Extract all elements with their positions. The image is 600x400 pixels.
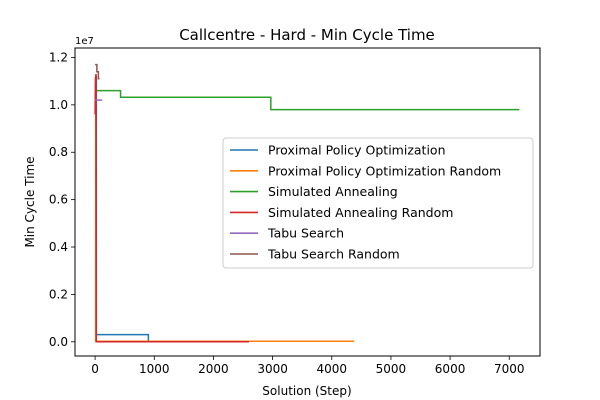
y-tick-label: 0.0 — [49, 335, 68, 349]
x-tick-label: 1000 — [139, 362, 170, 376]
y-tick-label: 0.6 — [49, 193, 68, 207]
series-line-simulated-annealing-random — [94, 73, 249, 343]
y-axis: 0.0 0.2 0.4 0.6 0.8 1.0 1.2 — [49, 50, 75, 349]
x-tick-label: 0 — [91, 362, 99, 376]
series-line-simulated-annealing — [95, 89, 520, 111]
legend-label-simulated-annealing-random: Simulated Annealing Random — [268, 205, 453, 220]
x-tick-label: 7000 — [494, 362, 525, 376]
legend-label-tabu-search: Tabu Search — [267, 226, 344, 241]
y-tick-label: 0.2 — [49, 287, 68, 301]
legend-label-proximal-policy-optimization-random: Proximal Policy Optimization Random — [268, 163, 501, 178]
x-tick-label: 3000 — [257, 362, 288, 376]
y-offset-label: 1e7 — [75, 36, 94, 47]
y-axis-label: Min Cycle Time — [23, 156, 37, 247]
plot-frame — [74, 47, 541, 357]
legend-label-simulated-annealing: Simulated Annealing — [268, 184, 398, 199]
series-line-tabu-search-random — [95, 63, 100, 80]
x-tick-label: 2000 — [198, 362, 229, 376]
x-tick-label: 4000 — [316, 362, 347, 376]
legend: Proximal Policy Optimization Proximal Pol… — [222, 137, 534, 269]
legend-box — [222, 137, 534, 269]
plot-lines — [94, 63, 520, 343]
y-tick-label: 0.8 — [49, 145, 68, 159]
y-tick-label: 1.2 — [49, 50, 68, 64]
y-tick-label: 0.4 — [49, 240, 68, 254]
series-line-proximal-policy-optimization — [95, 75, 150, 343]
y-tick-label: 1.0 — [49, 98, 68, 112]
x-tick-label: 5000 — [376, 362, 407, 376]
x-axis: 0 1000 2000 3000 4000 5000 6000 7000 — [91, 356, 525, 376]
x-axis-label: Solution (Step) — [262, 384, 351, 398]
legend-label-tabu-search-random: Tabu Search Random — [267, 247, 400, 262]
legend-label-proximal-policy-optimization: Proximal Policy Optimization — [268, 143, 446, 158]
x-tick-label: 6000 — [435, 362, 466, 376]
chart-title: Callcentre - Hard - Min Cycle Time — [179, 26, 435, 44]
